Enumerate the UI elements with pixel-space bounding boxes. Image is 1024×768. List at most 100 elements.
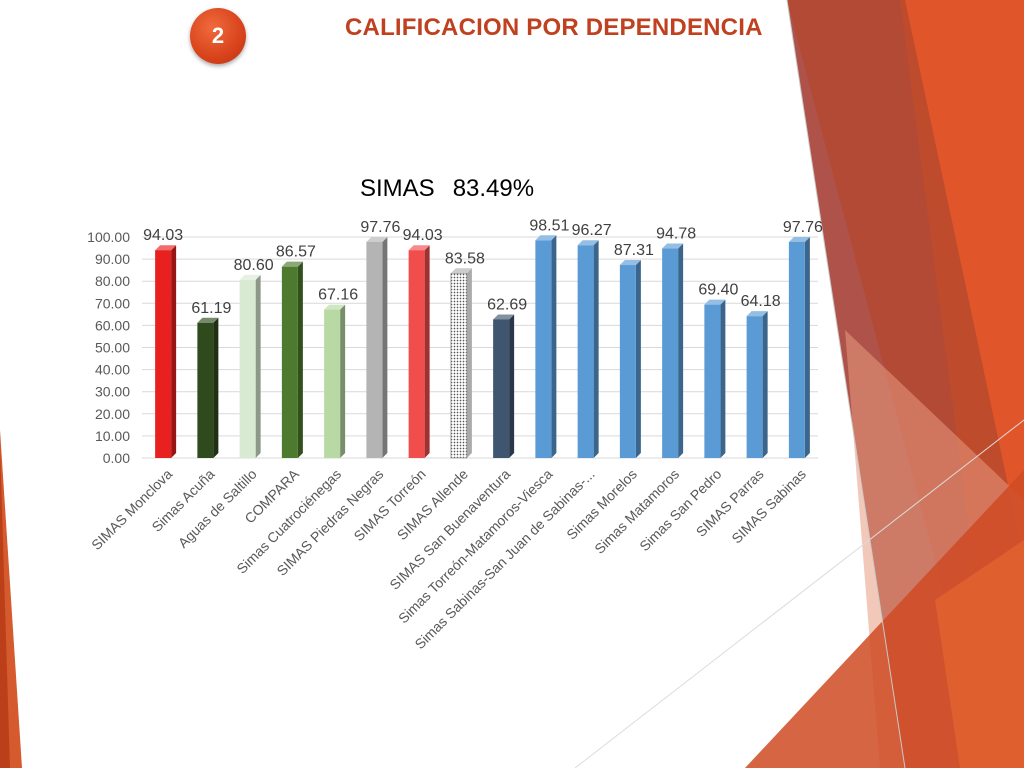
chart-title-label: SIMAS xyxy=(360,175,435,202)
bar-front xyxy=(788,241,805,458)
bar-front xyxy=(493,319,510,458)
bar-side xyxy=(635,260,641,458)
bar-top xyxy=(450,268,472,274)
bar xyxy=(281,261,303,458)
data-label: 87.31 xyxy=(614,242,654,259)
bar-front xyxy=(746,316,763,458)
slide-number-badge: 2 xyxy=(190,8,246,64)
data-label: 80.60 xyxy=(234,257,274,274)
bar-side xyxy=(551,235,557,458)
y-tick-label: 70.00 xyxy=(95,295,130,311)
bar xyxy=(366,236,388,458)
y-axis-ticks: 0.00 10.00 20.00 30.00 40.00 50.00 60.00 70.00 8… xyxy=(87,229,130,466)
bar-front xyxy=(619,265,636,458)
bar xyxy=(450,268,472,459)
bar-top xyxy=(366,236,388,242)
bar-front xyxy=(324,309,341,458)
bar-front xyxy=(239,279,256,458)
y-tick-label: 50.00 xyxy=(95,340,130,356)
bar xyxy=(577,240,599,458)
bar-side xyxy=(340,304,346,458)
bar-side xyxy=(466,268,472,458)
bar-top xyxy=(577,240,599,246)
data-label: 86.57 xyxy=(276,244,316,261)
bar xyxy=(155,245,177,458)
bar-top xyxy=(619,260,641,266)
bar-front xyxy=(155,250,172,458)
bar-front xyxy=(197,322,214,458)
bar-front xyxy=(662,248,679,458)
bar-top xyxy=(197,317,219,323)
bar-side xyxy=(804,236,810,458)
bar-side xyxy=(678,243,684,458)
bar-top xyxy=(239,274,261,280)
bar xyxy=(619,260,641,458)
bar xyxy=(662,243,684,458)
bar-side xyxy=(762,311,768,458)
bar-front xyxy=(577,245,594,458)
bar xyxy=(788,236,810,458)
x-tick-label: Simas Torreón-Matamoros-Viesca xyxy=(395,466,556,627)
bar xyxy=(746,311,768,458)
bar-side xyxy=(593,240,599,458)
data-label: 64.18 xyxy=(741,293,781,310)
bar-top xyxy=(324,304,346,310)
bar-front xyxy=(408,250,425,458)
chart-title: SIMAS 83.49% xyxy=(360,175,534,203)
bar-side xyxy=(382,236,388,458)
bar-side xyxy=(255,274,261,458)
data-label: 94.78 xyxy=(656,226,696,243)
bar-side xyxy=(424,245,430,458)
slide-title: CALIFICACION POR DEPENDENCIA xyxy=(345,14,763,41)
data-label: 69.40 xyxy=(698,282,738,299)
bar-top xyxy=(662,243,684,249)
bar xyxy=(324,304,346,458)
y-tick-label: 90.00 xyxy=(95,251,130,267)
data-label: 94.03 xyxy=(403,227,443,244)
y-tick-label: 20.00 xyxy=(95,406,130,422)
bar-top xyxy=(408,245,430,251)
bar-side xyxy=(213,317,219,458)
bar xyxy=(239,274,261,458)
data-label: 97.76 xyxy=(783,219,823,236)
bar-front xyxy=(535,240,552,458)
bar-top xyxy=(155,245,177,251)
bar-side xyxy=(509,314,515,458)
data-label: 97.76 xyxy=(360,219,400,236)
bar-side xyxy=(720,299,726,458)
data-label: 62.69 xyxy=(487,296,527,313)
data-label: 96.27 xyxy=(572,222,612,239)
y-tick-label: 10.00 xyxy=(95,428,130,444)
y-tick-label: 60.00 xyxy=(95,317,130,333)
bar xyxy=(704,299,726,458)
data-label: 67.16 xyxy=(318,287,358,304)
bar-side xyxy=(171,245,177,458)
y-tick-label: 0.00 xyxy=(103,450,130,466)
data-label: 98.51 xyxy=(529,217,569,234)
bar xyxy=(535,235,557,458)
y-tick-label: 30.00 xyxy=(95,384,130,400)
bar-front xyxy=(281,266,298,458)
bar-top xyxy=(281,261,303,267)
bars xyxy=(155,235,810,459)
bar xyxy=(493,314,515,458)
bar-top xyxy=(704,299,726,305)
bar-front xyxy=(704,304,721,458)
bar xyxy=(197,317,219,458)
data-label: 94.03 xyxy=(143,227,183,244)
y-tick-label: 100.00 xyxy=(87,229,130,245)
data-label: 61.19 xyxy=(191,300,231,317)
bar-front xyxy=(366,241,383,458)
data-label: 83.58 xyxy=(445,250,485,267)
bar-front xyxy=(450,272,468,459)
x-tick-label: SIMAS Sabinas xyxy=(728,466,809,547)
y-tick-label: 80.00 xyxy=(95,273,130,289)
bar-top xyxy=(535,235,557,241)
chart-overall-value: 83.49% xyxy=(452,175,535,202)
bar xyxy=(408,245,430,458)
bar-side xyxy=(297,261,303,458)
